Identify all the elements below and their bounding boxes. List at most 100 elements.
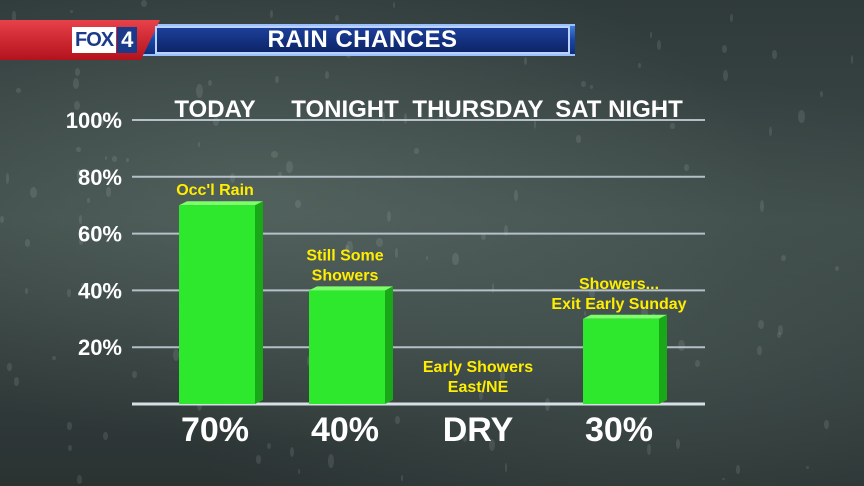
rain-drop [504,225,509,237]
rain-drop [277,171,283,177]
rain-drop [694,360,700,368]
rain-drop [757,319,765,329]
rain-drop [87,198,91,204]
rain-drop [75,146,81,153]
rain-drop [504,463,508,472]
rain-drop [15,87,21,93]
rain-drop [6,172,10,184]
rain-drop [394,247,399,259]
rain-drop [106,187,112,197]
header-banner: FOX 4 RAIN CHANCES [0,20,575,60]
rain-drop [452,253,459,266]
rain-drop [646,443,651,456]
bar-side [659,314,667,404]
rain-drop [68,444,73,452]
rain-drop [103,431,108,440]
bar [309,290,385,404]
category-label: TODAY [174,96,255,123]
rain-drop [850,55,853,64]
page-title: RAIN CHANCES [267,26,458,53]
value-label: 70% [181,411,249,449]
rain-drop [386,210,391,222]
rain-drop [275,76,279,83]
rain-drop [445,114,450,120]
rain-drop [67,421,72,431]
rain-drop [657,40,662,50]
bar [179,205,255,404]
rain-drop [99,117,104,127]
bar-annotation: Showers [312,267,379,284]
rain-drop [382,111,386,123]
rain-drop [670,122,675,129]
rain-drop [12,11,16,23]
rain-drop [286,161,294,173]
rain-drop [70,10,73,14]
rain-drop [675,439,680,450]
rain-drop [72,78,80,90]
rain-drop [834,266,839,272]
rain-drop [479,391,484,401]
rain-drop [580,80,587,88]
bar-annotation: Exit Early Sunday [551,296,686,313]
rain-drop [295,200,302,208]
rain-drop [126,157,129,162]
y-tick-label: 40% [78,278,122,303]
rain-drop [197,142,200,148]
rain-drop [777,325,783,335]
bar [583,318,659,404]
rain-drop [289,446,295,457]
category-label: THURSDAY [412,96,543,123]
y-tick-label: 80% [78,165,122,190]
rain-drop [359,107,363,115]
rain-drop [652,100,659,115]
rain-drop [328,454,335,469]
rain-drop [81,282,84,287]
rain-drop [393,1,396,8]
rain-drop [514,189,518,201]
rain-drop [324,71,329,80]
y-tick-label: 20% [78,335,122,360]
rain-drop [256,455,262,464]
rain-drop [346,240,353,255]
rain-drop [297,469,300,475]
rain-drop [141,0,148,8]
rain-drop [757,346,762,355]
value-label: DRY [443,411,514,449]
rain-drop [51,355,56,360]
rain-drop [524,57,528,65]
rain-drop [677,339,685,352]
rain-drop [172,349,179,361]
rain-drop [500,370,505,381]
rain-drop [641,307,648,321]
rain-drop [212,116,220,127]
rain-drop [640,417,644,420]
rain-drop [534,119,537,129]
rain-drop [79,237,83,245]
logo-fox-text: FOX [72,27,117,53]
rain-drop [488,103,492,111]
rain-drop [683,163,690,172]
rain-drop [73,101,80,111]
rain-drop [736,464,740,475]
rain-drop [798,109,806,124]
rain-drop [104,156,107,161]
rain-drop [403,113,408,124]
y-tick-label: 60% [78,222,122,247]
bar-side [255,201,263,404]
rain-drop [489,438,496,451]
rain-drop [805,465,809,469]
rain-drop [819,90,823,97]
rain-drop [196,84,204,99]
title-box: RAIN CHANCES [155,26,570,54]
rain-drop [723,69,729,82]
y-tick-label: 100% [66,108,122,133]
rain-drop [25,288,29,294]
rain-drop [721,45,727,54]
rain-drop [491,283,495,293]
bar-annotation: Showers... [579,276,659,293]
rain-drop [584,310,587,317]
logo-number: 4 [117,27,138,53]
rain-drop [576,134,581,144]
rain-drop [768,126,772,136]
